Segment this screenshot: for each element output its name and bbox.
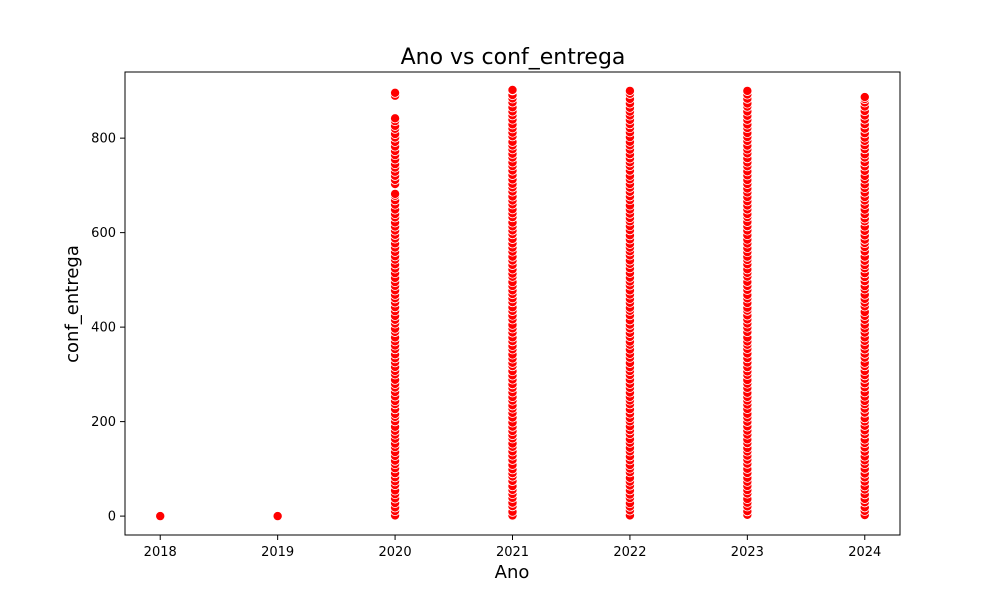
x-tick-label: 2021 xyxy=(496,545,529,560)
y-tick-label: 800 xyxy=(91,132,116,147)
scatter-point xyxy=(390,87,401,98)
scatter-point xyxy=(390,113,401,124)
y-tick-label: 600 xyxy=(91,226,116,241)
y-tick-label: 200 xyxy=(91,415,116,430)
x-tick-label: 2018 xyxy=(144,545,177,560)
y-axis: 0 200 400 600 800 xyxy=(91,132,125,525)
x-tick-label: 2024 xyxy=(848,545,881,560)
scatter-point xyxy=(155,511,166,522)
y-axis-label: conf_entrega xyxy=(62,245,83,363)
scatter-point xyxy=(624,85,635,96)
x-axis: 2018 2019 2020 2021 2022 2023 2024 xyxy=(144,535,881,560)
scatter-point xyxy=(507,84,518,95)
chart-title: Ano vs conf_entrega xyxy=(401,45,626,70)
scatter-point xyxy=(742,85,753,96)
scatter-point xyxy=(859,92,870,103)
x-tick-label: 2022 xyxy=(613,545,646,560)
x-tick-label: 2019 xyxy=(261,545,294,560)
scatter-point xyxy=(272,511,283,522)
scatter-point xyxy=(390,188,401,199)
x-axis-label: Ano xyxy=(495,562,530,583)
y-tick-label: 400 xyxy=(91,321,116,336)
x-tick-label: 2020 xyxy=(379,545,412,560)
y-tick-label: 0 xyxy=(108,510,116,525)
x-tick-label: 2023 xyxy=(731,545,764,560)
plot-area xyxy=(155,84,870,522)
